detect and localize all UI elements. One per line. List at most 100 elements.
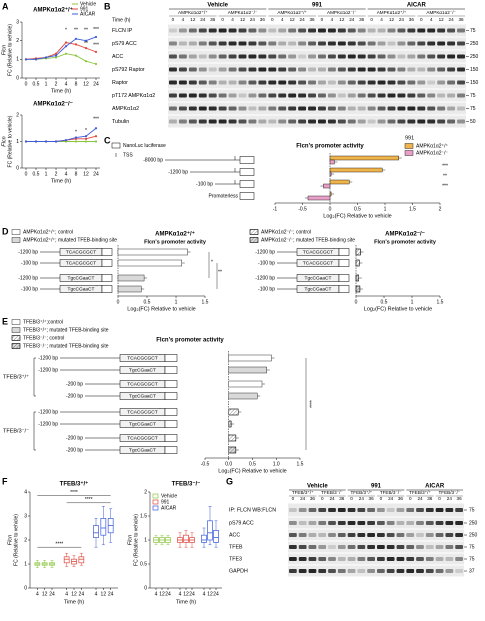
bar bbox=[329, 167, 383, 173]
band bbox=[396, 557, 405, 561]
band bbox=[328, 508, 336, 512]
band bbox=[327, 41, 336, 46]
x-tick-label: -0.5 bbox=[298, 206, 307, 212]
x-tick-label: 12 bbox=[159, 591, 165, 597]
band bbox=[278, 106, 287, 111]
band bbox=[218, 28, 227, 33]
y-tick-label: 3 bbox=[16, 19, 19, 25]
x-tick-label: 0.5 bbox=[249, 461, 256, 467]
band bbox=[318, 545, 327, 549]
x-tick-label: 0 bbox=[117, 299, 120, 305]
band bbox=[386, 533, 395, 537]
band bbox=[318, 93, 326, 98]
row-label: AMPKα1α2 bbox=[112, 106, 139, 112]
band bbox=[318, 557, 327, 561]
band bbox=[377, 521, 385, 525]
data-point bbox=[64, 41, 68, 44]
band bbox=[308, 508, 317, 512]
significance: **** bbox=[309, 400, 315, 408]
chart-subtitle: Flcn's promoter activity bbox=[374, 239, 437, 245]
treatment-label: Vehicle bbox=[207, 3, 228, 9]
time-label: 0 bbox=[321, 17, 324, 22]
band bbox=[268, 54, 277, 59]
band bbox=[367, 41, 376, 46]
band bbox=[396, 521, 405, 525]
band bbox=[416, 545, 424, 549]
band bbox=[357, 67, 366, 72]
construct-label: -1200 bp bbox=[38, 355, 58, 361]
key-label: NanoLuc luciferase bbox=[123, 143, 166, 149]
construct-label: -8000 bp bbox=[143, 157, 163, 163]
x-tick-label: 4 bbox=[65, 591, 68, 597]
band bbox=[218, 41, 227, 46]
data-point bbox=[64, 139, 68, 142]
band bbox=[308, 41, 316, 46]
band bbox=[288, 41, 297, 46]
x-tick-label: 24 bbox=[108, 591, 114, 597]
data-point bbox=[74, 43, 78, 46]
mw-label: 250 bbox=[469, 520, 478, 526]
time-label: 24 bbox=[359, 496, 365, 501]
band bbox=[367, 557, 375, 561]
band bbox=[447, 28, 456, 33]
y-tick-label: 2 bbox=[16, 112, 19, 118]
band bbox=[178, 41, 187, 46]
construct-label: -100 bp bbox=[196, 181, 213, 187]
band bbox=[327, 93, 336, 98]
time-label: 36 bbox=[339, 496, 345, 501]
band bbox=[457, 119, 465, 124]
band bbox=[258, 28, 267, 33]
row-label: FLCN IP bbox=[112, 28, 133, 34]
box bbox=[201, 534, 207, 543]
binding-site-sequence: TgcCGaaCT bbox=[129, 421, 156, 427]
y-tick-label: 2 bbox=[16, 38, 19, 44]
data-point bbox=[94, 135, 98, 138]
band bbox=[347, 41, 356, 46]
time-label: 12 bbox=[339, 17, 345, 22]
band bbox=[406, 521, 415, 525]
treatment-label: AICAR bbox=[425, 484, 445, 490]
band bbox=[337, 106, 346, 111]
band bbox=[327, 54, 336, 59]
legend-hatch bbox=[249, 229, 259, 235]
luciferase bbox=[239, 156, 255, 164]
x-tick-label: 1.5 bbox=[297, 461, 304, 467]
band bbox=[435, 545, 444, 549]
band bbox=[268, 80, 277, 85]
legend-label: TFEB/3⁺/⁺;control bbox=[23, 319, 63, 325]
band bbox=[377, 557, 385, 561]
x-tick-label: 24 bbox=[213, 591, 219, 597]
genotype-label: AMPKα1α2⁺/⁺ bbox=[277, 10, 307, 15]
band bbox=[396, 508, 405, 512]
band bbox=[427, 93, 436, 98]
data-point bbox=[44, 140, 48, 143]
blot-strip bbox=[288, 503, 464, 517]
band bbox=[425, 569, 434, 573]
band bbox=[268, 41, 277, 46]
chart-title: AMPKα1α2⁻/⁻ bbox=[385, 232, 425, 238]
band bbox=[407, 93, 416, 98]
significance: ** bbox=[218, 269, 222, 275]
band bbox=[188, 67, 197, 72]
band bbox=[347, 569, 356, 573]
luciferase bbox=[164, 354, 178, 362]
genotype-label: TFEB/3⁺/⁺ bbox=[350, 490, 372, 495]
band bbox=[437, 28, 446, 33]
time-label: 4 bbox=[380, 17, 383, 22]
band bbox=[188, 28, 197, 33]
bar bbox=[329, 191, 332, 197]
data-point bbox=[94, 140, 98, 143]
band bbox=[357, 557, 366, 561]
band bbox=[198, 106, 207, 111]
bar-hatch bbox=[355, 274, 359, 282]
significance: *** bbox=[93, 43, 99, 49]
band bbox=[417, 119, 426, 124]
mw-label: 75 bbox=[469, 507, 475, 513]
time-label: 24 bbox=[300, 17, 306, 22]
y-tick-label: 1 bbox=[16, 57, 19, 63]
blot-strip bbox=[288, 529, 464, 541]
band bbox=[337, 54, 346, 59]
band bbox=[455, 545, 463, 549]
x-tick-label: 1 bbox=[45, 171, 48, 177]
band bbox=[447, 106, 456, 111]
